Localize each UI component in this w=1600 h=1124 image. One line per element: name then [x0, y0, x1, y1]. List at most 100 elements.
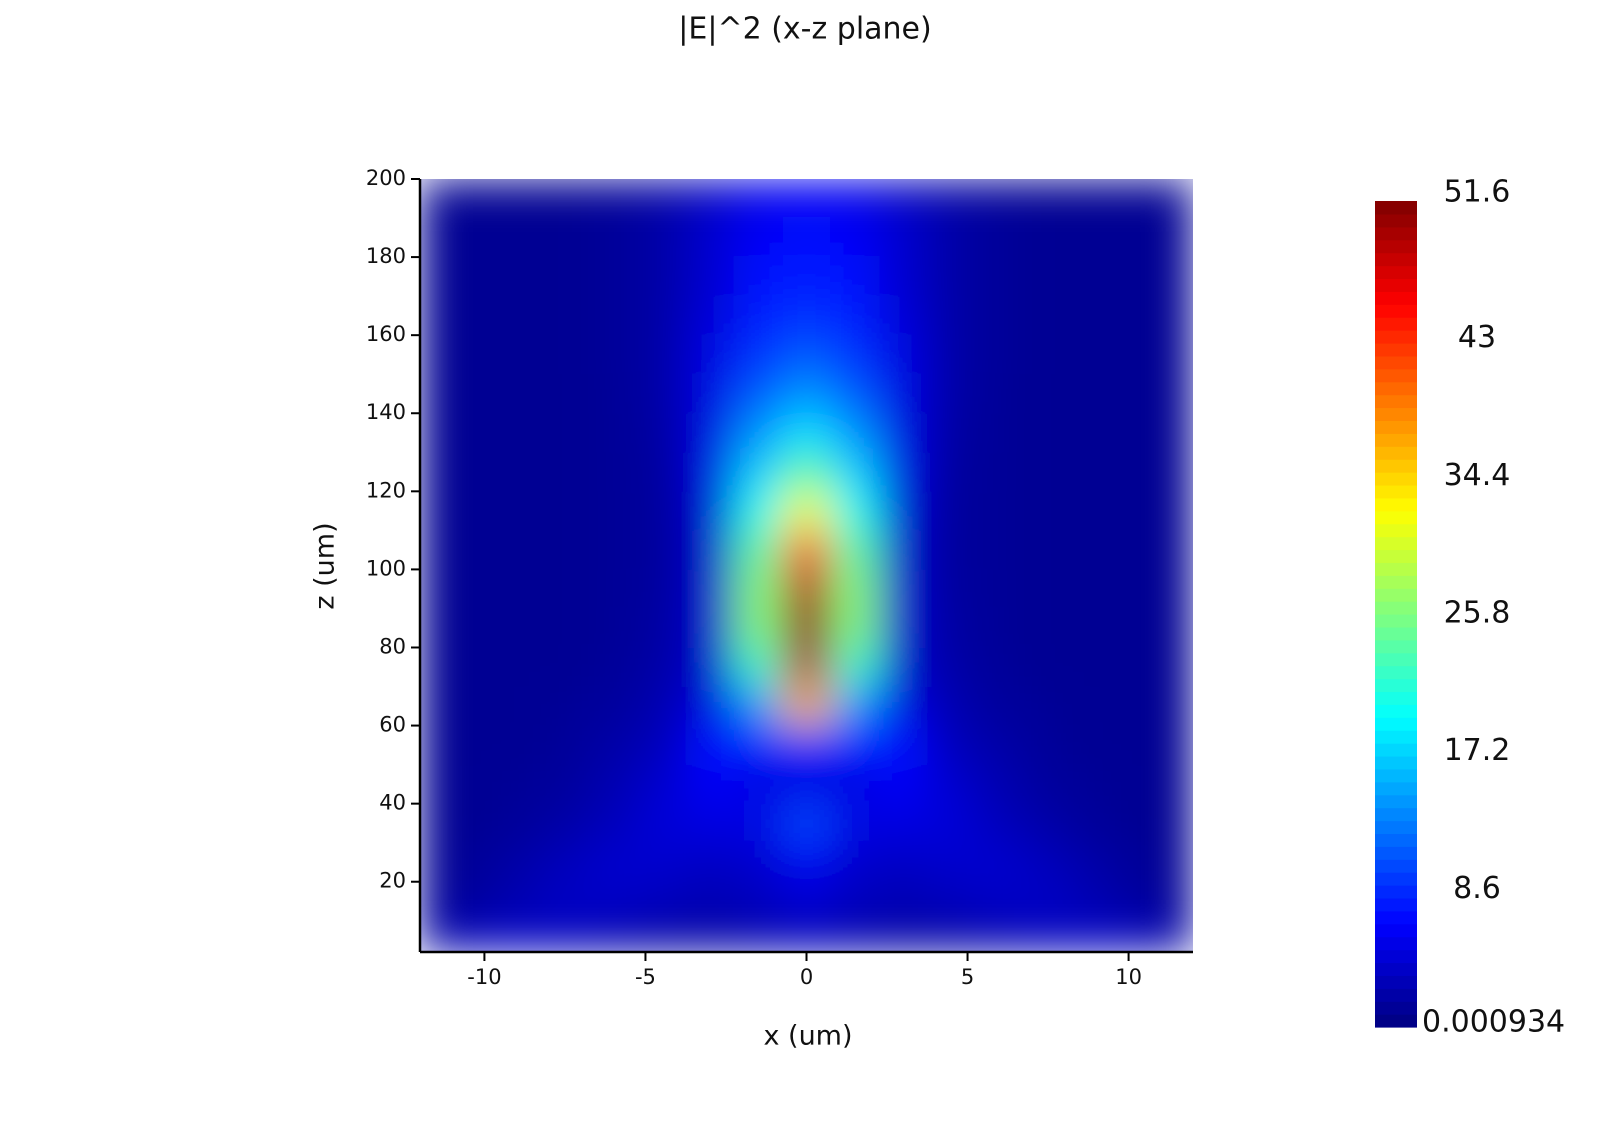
- heatmap-cell: [444, 335, 493, 375]
- heatmap-cell: [637, 179, 687, 219]
- heatmap-cell: [734, 335, 783, 375]
- heatmap-cell: [734, 491, 783, 531]
- heatmap-cell: [878, 920, 928, 952]
- heatmap-cell: [637, 218, 687, 258]
- colorbar-step: [1375, 743, 1417, 757]
- heatmap-cell: [1168, 920, 1193, 952]
- heatmap-cell: [782, 920, 832, 952]
- heatmap-cell: [927, 374, 977, 414]
- heatmap-cell: [1168, 803, 1193, 844]
- colorbar-step: [1375, 859, 1417, 873]
- colorbar-step: [1375, 201, 1417, 215]
- heatmap-cell: [444, 257, 493, 297]
- heatmap-cell: [878, 296, 928, 336]
- heatmap-cell: [734, 686, 783, 727]
- colorbar-step: [1375, 394, 1417, 409]
- heatmap-cell: [734, 920, 783, 952]
- heatmap-cell: [1023, 920, 1073, 952]
- y-tick-label: 140: [366, 400, 406, 424]
- heatmap-cell: [927, 608, 977, 648]
- heatmap-cell: [830, 725, 880, 766]
- heatmap-cell: [975, 725, 1025, 766]
- colorbar-tick-label: 43: [1458, 320, 1496, 355]
- colorbar-step: [1375, 497, 1417, 512]
- heatmap-cell: [975, 296, 1025, 336]
- heatmap-cell: [1072, 881, 1122, 922]
- heatmap-cell: [830, 335, 880, 375]
- x-tick-label: -10: [467, 965, 501, 989]
- colorbar-tick-label: 51.6: [1444, 175, 1511, 210]
- heatmap-cell: [1072, 569, 1122, 609]
- heatmap-cell: [685, 257, 735, 297]
- heatmap-cell: [1168, 569, 1193, 609]
- heatmap-cell: [1072, 530, 1122, 570]
- heatmap-cell: [1168, 647, 1193, 688]
- heatmap-cell: [975, 803, 1025, 844]
- heatmap-cell: [420, 413, 445, 453]
- heatmap-cell: [1023, 257, 1073, 297]
- heatmap-cell: [782, 881, 832, 922]
- heatmap-cell: [685, 218, 735, 258]
- heatmap-cell: [492, 491, 542, 531]
- heatmap-cell: [1168, 452, 1193, 492]
- heatmap-cell: [1023, 218, 1073, 258]
- colorbar-step: [1375, 304, 1417, 318]
- heatmap-cell: [1168, 257, 1193, 297]
- colorbar-step: [1375, 755, 1417, 770]
- heatmap-cell: [1168, 764, 1193, 805]
- heatmap-cell: [685, 179, 735, 219]
- heatmap-cell: [1072, 179, 1122, 219]
- heatmap-cell: [782, 608, 832, 648]
- colorbar-step: [1375, 988, 1417, 1002]
- heatmap-cell: [927, 803, 977, 844]
- heatmap-cell: [685, 920, 735, 952]
- heatmap-cell: [685, 530, 735, 570]
- heatmap-cell: [637, 725, 687, 766]
- heatmap-cell: [420, 803, 445, 844]
- heatmap-cell: [878, 842, 928, 883]
- heatmap-cell: [1120, 413, 1170, 453]
- heatmap-cell: [734, 452, 783, 492]
- heatmap-cell: [1168, 491, 1193, 531]
- heatmap-cell: [685, 335, 735, 375]
- heatmap-cell: [1023, 530, 1073, 570]
- heatmap-cell: [1120, 296, 1170, 336]
- heatmap-cell: [589, 296, 638, 336]
- heatmap-cell: [492, 218, 542, 258]
- heatmap-cell: [878, 374, 928, 414]
- heatmap-cell: [1072, 491, 1122, 531]
- heatmap-cell: [878, 452, 928, 492]
- heatmap-cell: [782, 374, 832, 414]
- heatmap-cell: [782, 413, 832, 453]
- heatmap-cell: [444, 842, 493, 883]
- heatmap-cell: [492, 686, 542, 727]
- heatmap-cell: [927, 452, 977, 492]
- heatmap-cell: [589, 374, 638, 414]
- heatmap-cell: [540, 569, 590, 609]
- heatmap-cell: [1023, 764, 1073, 805]
- heatmap-cell: [492, 920, 542, 952]
- heatmap-cell: [830, 218, 880, 258]
- heatmap-cell: [927, 569, 977, 609]
- heatmap-cell: [927, 413, 977, 453]
- heatmap-cell: [782, 842, 832, 883]
- heatmap-cell: [589, 257, 638, 297]
- heatmap-cell: [492, 647, 542, 688]
- heatmap-cell: [830, 920, 880, 952]
- heatmap-cell: [589, 179, 638, 219]
- heatmap-cell: [878, 413, 928, 453]
- heatmap-cell: [444, 803, 493, 844]
- heatmap-cell: [1120, 218, 1170, 258]
- heatmap-cell: [420, 374, 445, 414]
- colorbar-step: [1375, 1014, 1417, 1028]
- heatmap-cell: [1120, 569, 1170, 609]
- heatmap-cell: [927, 686, 977, 727]
- heatmap-cell: [975, 569, 1025, 609]
- heatmap-cell: [830, 530, 880, 570]
- heatmap-cell: [1120, 608, 1170, 648]
- heatmap-cell: [420, 608, 445, 648]
- colorbar-step: [1375, 549, 1417, 563]
- colorbar-step: [1375, 639, 1417, 654]
- heatmap-cell: [975, 452, 1025, 492]
- heatmap-cell: [734, 374, 783, 414]
